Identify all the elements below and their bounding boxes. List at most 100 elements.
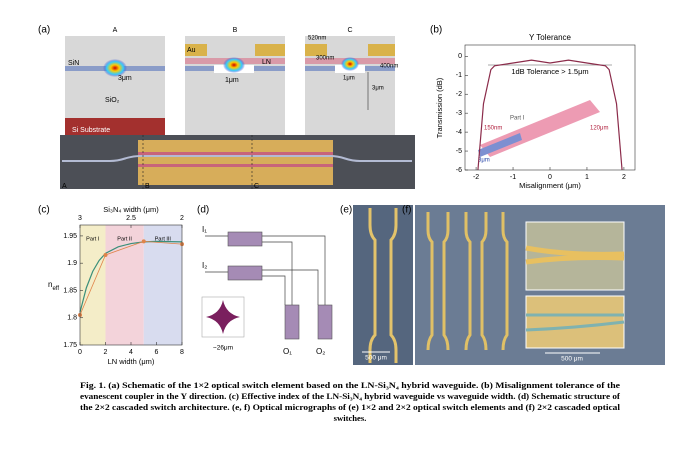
panel-d: (d) I₁ I₂ O₁ O₂ ~26μm [197,205,333,356]
label: SiN [68,60,79,67]
mode [223,57,245,73]
label: Au [187,47,196,54]
output-label: O₁ [283,347,292,356]
scale-label: ~26μm [213,345,233,352]
scale-label: 500 μm [561,356,583,363]
region [143,225,182,345]
x-axis-label: LN width (μm) [108,357,155,366]
micrograph [353,205,413,365]
x-tick-label: 6 [155,349,159,356]
y-tick-label: -5 [456,148,462,155]
label: LN [262,59,271,66]
panel-a: (a) A B C SiN 3μm SiO₂ Si Substrate Au L… [38,25,415,190]
y-tick-label: 1.85 [63,287,77,294]
point [103,253,108,257]
label: 520nm [308,36,326,42]
caption: Fig. 1. (a) Schematic of the 1×2 optical… [80,380,621,423]
electrode [185,44,207,56]
label: Si Substrate [72,127,110,134]
mode [341,57,359,71]
y-tick-label: 1.75 [63,342,77,349]
label: 1μm [343,76,355,82]
panel-e: (e) 500 μm [340,205,413,365]
electrode [368,208,398,363]
x-tick-label: 8 [180,349,184,356]
y-axis-label: Transmission (dB) [435,77,444,138]
region-label: Part II [117,236,132,242]
label: B [145,183,150,190]
label: C [254,183,259,190]
x-axis-label: Misalignment (μm) [519,181,581,190]
caption-line: switches. [334,413,367,423]
caption-line: Fig. 1. (a) Schematic of the 1×2 optical… [80,380,620,390]
switch-box [227,231,263,247]
panel-f: (f) 500 μm [402,205,665,365]
y-axis-label: n [48,280,52,289]
plot-frame [79,224,183,346]
y-tick-label: 1.95 [63,233,77,240]
y-tick-label: -6 [456,167,462,174]
output-label: O₂ [316,347,325,356]
section-title: A [113,27,118,34]
label: SiO₂ [105,97,120,104]
scale-label: 500 μm [365,355,387,362]
label: 400nm [380,64,398,70]
x-tick-label: 0 [548,174,552,181]
label: A [62,183,67,190]
inset-electrode [525,245,625,265]
panel-label: (d) [197,205,209,216]
top-tick-label: 2.5 [126,215,136,222]
electrode [368,44,395,56]
label: 1μm [225,77,239,84]
region-label: Part III [155,236,172,242]
x-tick-label: -1 [510,174,516,181]
switch-box [227,265,263,281]
region-label: Part I [86,236,100,242]
label: 300nm [316,56,334,62]
inset-shape [206,300,240,334]
inset-label: 120μm [590,126,608,132]
panel-label: (f) [402,205,411,216]
waveguides [205,235,326,305]
label: 3μm [118,75,132,82]
input-label: I₁ [202,225,207,234]
top-tick-label: 2 [180,215,184,222]
panel-label: (c) [38,205,50,216]
y-tick-label: -3 [456,110,462,117]
ln-strip [138,164,333,167]
y-tick-label: 1.9 [67,260,77,267]
curve [79,240,183,316]
inset-sin [478,133,522,157]
panel-label: (a) [38,25,50,36]
substrate [65,118,165,140]
switch-box [317,304,333,340]
inset-waveguide [525,313,625,332]
y-tick-label: -4 [456,129,462,136]
y-tick-label: 0 [458,53,462,60]
section-title: B [233,27,238,34]
inset-bottom [525,295,625,349]
x-tick-label: 4 [129,349,133,356]
x-tick-label: -2 [473,174,479,181]
mode [103,59,127,77]
inset-label: 150nm [484,126,502,132]
caption-line: evanescent coupler in the Y direction. (… [80,391,620,401]
label: 3μm [372,86,384,92]
electrodes [138,140,333,185]
top-axis-label: Si₃N₄ width (μm) [103,205,159,214]
y-tick-label: -2 [456,91,462,98]
electrode [305,44,327,56]
input-label: I₂ [202,261,207,270]
panel-label: (e) [340,205,352,216]
electrode [255,44,285,56]
y-axis-label: neff [48,280,59,291]
curve [477,59,623,171]
top-tick-label: 3 [78,215,82,222]
y-tick-label: -1 [456,72,462,79]
point [141,239,146,244]
chart-title: Y Tolerance [529,33,572,42]
inset-label: 3μm [478,158,490,164]
y-tick-label: 1.8 [67,315,77,322]
electrode [426,212,509,351]
